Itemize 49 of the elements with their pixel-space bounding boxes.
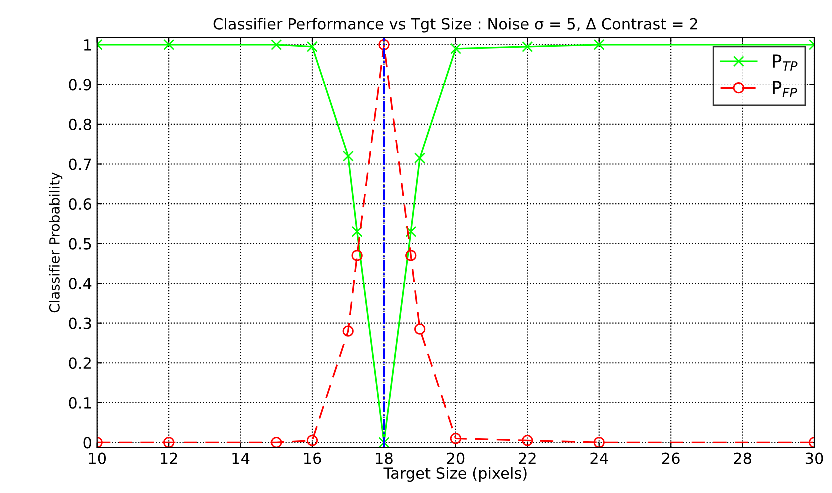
y-tick-label: 1 <box>84 40 92 51</box>
point <box>594 437 605 448</box>
point <box>414 324 426 335</box>
y-tick-label: 0.5 <box>69 238 92 250</box>
y-tick-label: 0.3 <box>69 318 92 330</box>
point <box>406 226 417 238</box>
y-tick-label: 0.1 <box>69 397 92 409</box>
y-tick-label: 0.8 <box>69 118 92 130</box>
x-tick-label: 28 <box>734 452 752 464</box>
point <box>352 250 363 262</box>
x-tick-label: 30 <box>806 452 824 464</box>
point <box>271 39 282 50</box>
x-axis-title: Target Size (pixels) <box>384 467 527 482</box>
y-axis-title: Classifier Probability <box>49 172 63 313</box>
point <box>450 43 462 54</box>
x-tick-label: 20 <box>447 452 465 464</box>
x-tick-label: 14 <box>232 452 250 464</box>
point <box>378 39 390 50</box>
point <box>594 39 605 50</box>
point <box>352 226 363 238</box>
point <box>378 437 390 448</box>
x-tick-label: 18 <box>376 452 393 464</box>
x-tick-label: 22 <box>519 452 536 464</box>
point <box>271 437 282 448</box>
y-tick-label: 0.9 <box>69 79 92 91</box>
x-tick-label: 26 <box>662 452 680 464</box>
point <box>522 435 534 446</box>
legend-label: P$_{FP}$ <box>773 81 798 98</box>
point <box>522 41 534 52</box>
point <box>342 150 354 162</box>
point <box>164 437 175 448</box>
point <box>306 41 318 52</box>
y-tick-label: 0.4 <box>69 278 92 290</box>
point <box>414 152 426 164</box>
point <box>164 39 175 50</box>
y-tick-label: 0.7 <box>69 158 92 170</box>
point <box>450 433 462 444</box>
chart-title: Classifier Performance vs Tgt Size : Noise σ = 5, Δ Contrast = 2 <box>214 18 698 33</box>
point <box>342 326 354 337</box>
y-tick-label: 0 <box>84 437 92 449</box>
y-tick-label: 0.6 <box>69 198 92 210</box>
x-tick-label: 10 <box>89 452 106 464</box>
point <box>306 435 318 446</box>
x-tick-label: 24 <box>590 452 608 464</box>
y-tick-label: 0.2 <box>69 358 91 370</box>
point <box>406 250 417 262</box>
x-tick-label: 12 <box>161 452 178 464</box>
x-tick-label: 16 <box>304 452 322 464</box>
legend-label: P$_{TP}$ <box>773 54 798 71</box>
